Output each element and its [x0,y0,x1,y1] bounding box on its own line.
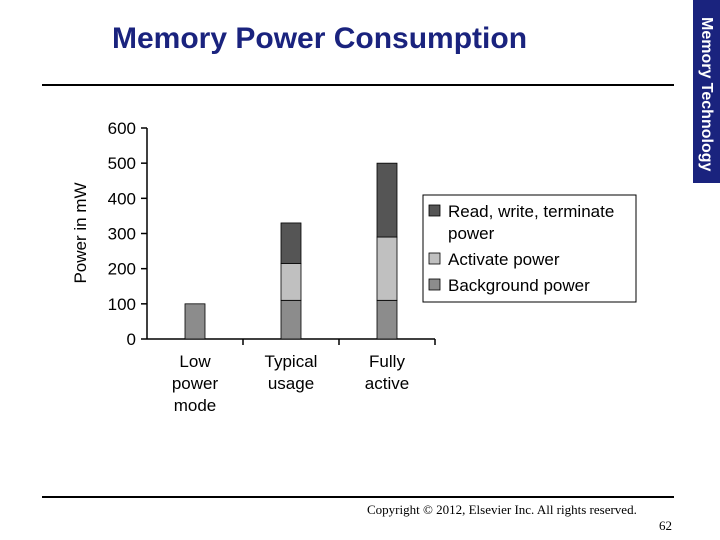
bar-segment [376,236,398,301]
bar-segment [280,299,302,340]
legend-swatch [428,204,441,217]
legend-box [422,194,637,303]
bar-segment [376,162,398,238]
title-divider [42,84,674,86]
y-axis-label: Power in mW [71,182,90,283]
x-category-label: Fully [369,352,405,371]
legend-label: Activate power [448,250,560,269]
bar-segment [376,299,398,340]
legend-swatch [428,252,441,265]
x-category-label: Low [179,352,211,371]
side-tab-label: Memory Technology [698,17,715,172]
y-tick-label: 400 [108,189,136,208]
y-tick-label: 300 [108,225,136,244]
x-category-label: active [365,374,409,393]
slide-title: Memory Power Consumption [112,22,528,55]
y-tick-label: 0 [127,330,136,349]
legend-label: power [448,224,495,243]
copyright-notice: Copyright © 2012, Elsevier Inc. All righ… [367,502,637,517]
x-category-label: usage [268,374,314,393]
y-tick-label: 200 [108,260,136,279]
y-tick-label: 600 [108,119,136,138]
x-category-label: Typical [265,352,318,371]
y-tick-label: 500 [108,154,136,173]
y-tick-label: 100 [108,295,136,314]
bar-segment [280,262,302,301]
x-category-label: mode [174,396,217,415]
bar-segment [184,303,206,340]
page-number: 62 [659,518,672,533]
legend-label: Background power [448,276,590,295]
x-category-label: power [172,374,219,393]
side-tab [693,0,720,183]
legend-label: Read, write, terminate [448,202,614,221]
footer-divider [42,496,674,498]
bar-segment [280,222,302,264]
legend-swatch [428,278,441,291]
